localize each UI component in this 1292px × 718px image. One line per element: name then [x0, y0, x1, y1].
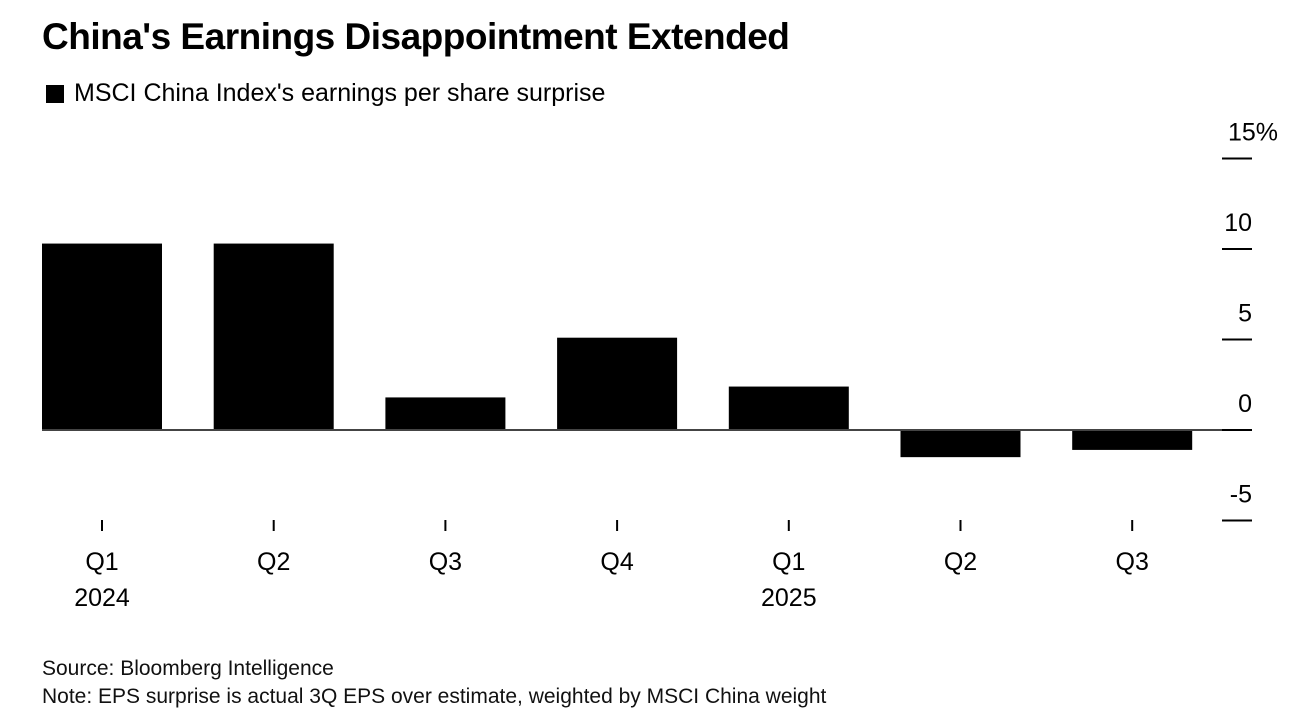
bar [728, 386, 849, 430]
y-tick-label: 0 [1238, 390, 1252, 418]
x-tick-label: Q3 [429, 548, 462, 576]
bar [1072, 430, 1193, 450]
bar [42, 243, 162, 430]
x-tick-year-label: 2024 [74, 584, 130, 612]
legend: MSCI China Index's earnings per share su… [46, 79, 605, 108]
x-tick-label: Q3 [1116, 548, 1149, 576]
chart-title: China's Earnings Disappointment Extended [42, 16, 790, 57]
x-tick-label: Q1 [85, 548, 118, 576]
x-tick-label: Q2 [944, 548, 977, 576]
source-text: Source: Bloomberg Intelligence [42, 657, 334, 680]
bar [385, 397, 506, 430]
y-tick-label: -5 [1230, 481, 1252, 509]
bar [557, 337, 678, 430]
x-tick-label: Q2 [257, 548, 290, 576]
legend-swatch [46, 84, 64, 103]
y-tick-label: 5 [1238, 300, 1252, 328]
y-tick-label: 10 [1224, 209, 1252, 237]
note-text: Note: EPS surprise is actual 3Q EPS over… [42, 685, 827, 708]
x-tick-year-label: 2025 [761, 584, 817, 612]
legend-label: MSCI China Index's earnings per share su… [74, 79, 606, 107]
bar [900, 430, 1021, 458]
x-tick-label: Q4 [600, 548, 633, 576]
x-tick-label: Q1 [772, 548, 805, 576]
bar-chart: Q1 2024 Q2 Q3 Q4 Q1 2025 Q2 Q3 15% 10 5 0 -5 [42, 119, 1278, 612]
y-tick-label: 15% [1228, 119, 1278, 147]
bar [213, 243, 334, 430]
